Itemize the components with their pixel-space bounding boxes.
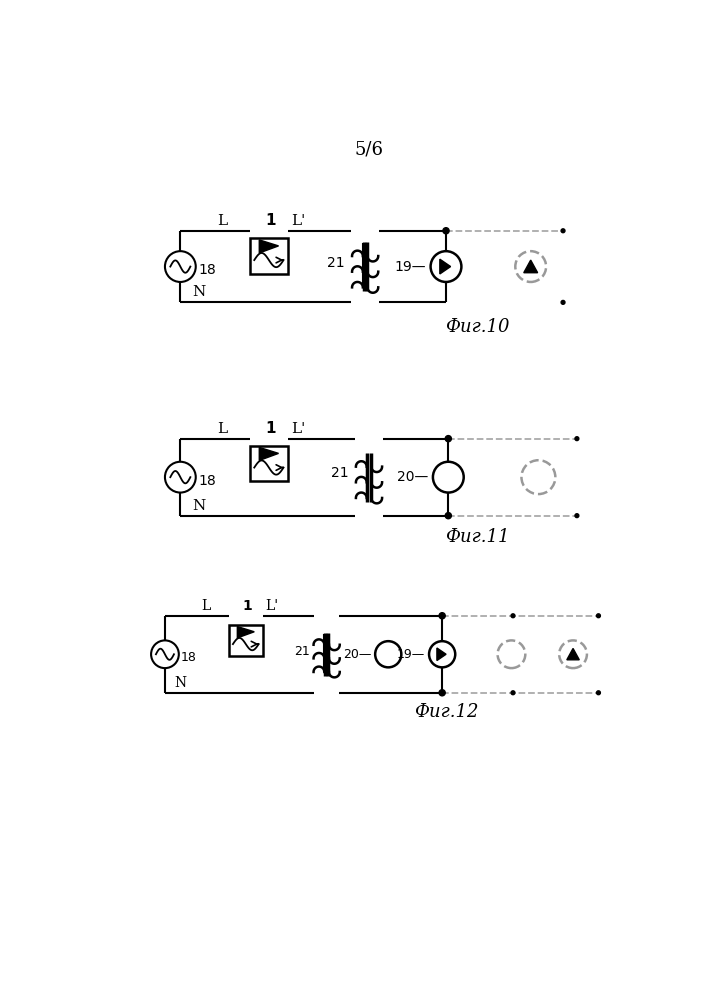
Text: 1: 1 — [265, 213, 276, 228]
Circle shape — [439, 689, 445, 696]
Circle shape — [511, 613, 515, 617]
Circle shape — [575, 437, 579, 441]
Circle shape — [439, 612, 445, 618]
Text: 19—: 19— — [395, 260, 426, 274]
Text: L: L — [217, 214, 228, 228]
Text: L': L' — [265, 598, 278, 612]
Text: N: N — [192, 499, 205, 512]
Polygon shape — [567, 648, 580, 659]
Circle shape — [445, 436, 451, 442]
Circle shape — [151, 640, 179, 668]
Circle shape — [521, 461, 555, 495]
Circle shape — [597, 613, 600, 617]
Circle shape — [429, 641, 455, 667]
Circle shape — [431, 251, 462, 282]
Text: 20—: 20— — [343, 647, 372, 660]
Text: Фиг.11: Фиг.11 — [444, 528, 509, 546]
Text: 5/6: 5/6 — [354, 141, 384, 159]
Circle shape — [575, 513, 579, 517]
Circle shape — [561, 301, 565, 305]
Bar — [250, 238, 288, 274]
Circle shape — [597, 691, 600, 694]
Text: 18: 18 — [199, 474, 217, 488]
Text: 1: 1 — [265, 421, 276, 436]
Circle shape — [433, 462, 464, 493]
Text: N: N — [192, 286, 205, 300]
Polygon shape — [440, 259, 451, 274]
Circle shape — [445, 512, 451, 518]
Text: 21: 21 — [331, 467, 348, 481]
Text: N: N — [174, 675, 186, 689]
Polygon shape — [238, 626, 254, 638]
Text: Фиг.12: Фиг.12 — [414, 703, 478, 721]
Text: L': L' — [291, 422, 305, 436]
Text: L': L' — [291, 214, 305, 228]
Circle shape — [511, 691, 515, 694]
Text: 20—: 20— — [397, 471, 428, 485]
Polygon shape — [523, 260, 538, 273]
Polygon shape — [259, 240, 279, 253]
Circle shape — [165, 251, 196, 282]
Circle shape — [443, 228, 449, 234]
Text: 21: 21 — [327, 256, 345, 270]
Text: Фиг.10: Фиг.10 — [444, 318, 509, 336]
Text: 1: 1 — [243, 598, 252, 612]
Circle shape — [375, 641, 401, 667]
Text: L: L — [217, 422, 228, 436]
Text: 18: 18 — [199, 264, 217, 278]
Circle shape — [165, 462, 196, 493]
Text: 21: 21 — [294, 644, 310, 657]
Text: 18: 18 — [180, 650, 197, 664]
Circle shape — [498, 640, 526, 668]
Circle shape — [559, 640, 587, 668]
Circle shape — [561, 229, 565, 233]
Bar — [229, 625, 263, 655]
Polygon shape — [259, 448, 279, 461]
Polygon shape — [437, 648, 446, 660]
Bar — [250, 446, 288, 481]
Text: L: L — [201, 598, 210, 612]
Text: 19—: 19— — [397, 647, 426, 660]
Circle shape — [516, 251, 546, 282]
